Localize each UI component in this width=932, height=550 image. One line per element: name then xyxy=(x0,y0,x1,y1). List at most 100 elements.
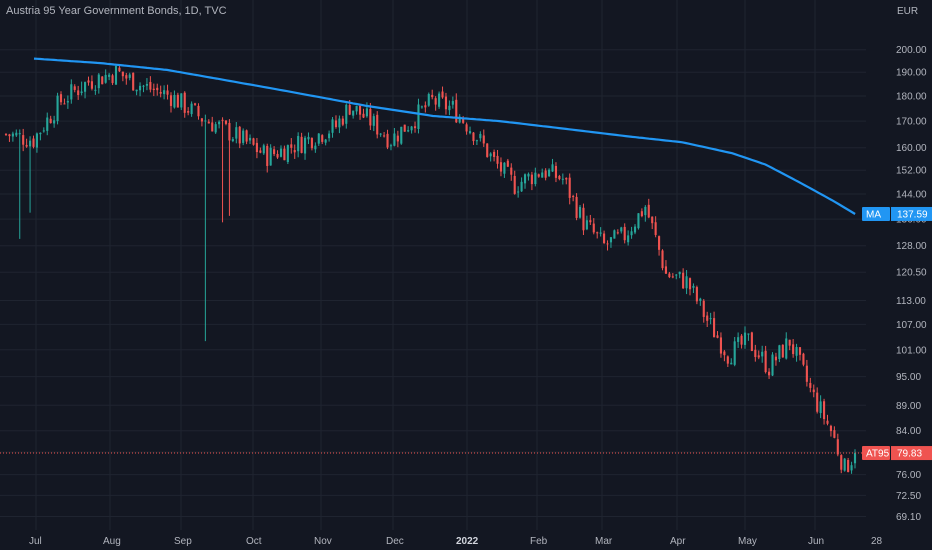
candle-body xyxy=(455,99,458,123)
candle-body xyxy=(788,339,791,346)
candle-body xyxy=(166,90,169,95)
candle-body xyxy=(410,126,413,131)
candle-body xyxy=(448,105,451,111)
candle-body xyxy=(757,355,760,358)
candle-body xyxy=(716,335,719,338)
candle-body xyxy=(558,175,561,180)
candle-body xyxy=(444,96,448,110)
candle-body xyxy=(699,298,702,301)
candle-body xyxy=(83,82,87,92)
candle-body xyxy=(733,341,736,365)
candle-body xyxy=(424,105,427,108)
candle-body xyxy=(276,153,279,158)
candle-body xyxy=(551,164,554,172)
candle-body xyxy=(743,332,747,345)
candle-body xyxy=(108,74,111,77)
candle-body xyxy=(541,172,544,178)
y-tick-label: 107.00 xyxy=(896,320,927,331)
candle-body xyxy=(468,131,472,134)
candle-body xyxy=(334,120,338,128)
candle-body xyxy=(458,116,461,123)
candle-body xyxy=(200,118,203,122)
candle-body xyxy=(575,196,578,218)
candle-body xyxy=(193,103,197,105)
candle-body xyxy=(231,139,234,142)
candle-body xyxy=(438,93,441,107)
candle-body xyxy=(647,204,650,218)
candle-body xyxy=(183,92,186,113)
y-tick-label: 200.00 xyxy=(896,45,927,56)
candle-body xyxy=(792,344,795,355)
candle-body xyxy=(747,333,750,335)
candle-body xyxy=(572,196,575,198)
candle-body xyxy=(324,139,327,143)
candle-body xyxy=(396,135,399,142)
candle-body xyxy=(341,118,344,125)
x-tick-label: Jul xyxy=(29,536,42,547)
candle-body xyxy=(740,335,743,345)
candle-body xyxy=(582,207,585,231)
candle-body xyxy=(523,174,527,184)
candle-body xyxy=(633,226,637,233)
candle-body xyxy=(568,177,571,198)
candle-body xyxy=(565,177,568,180)
candle-body xyxy=(159,92,162,94)
candle-body xyxy=(197,105,200,117)
candle-body xyxy=(66,101,69,103)
time-axis[interactable]: Jul Aug Sep Oct Nov Dec 2022 Feb Mar Apr May Jun 28 xyxy=(29,536,883,547)
candle-body xyxy=(15,132,18,136)
price-tags: MA 137.59 AT95 79.83 xyxy=(862,206,932,461)
candle-body xyxy=(510,167,513,175)
candle-body xyxy=(238,126,241,144)
candle-body xyxy=(310,138,313,149)
candle-body xyxy=(554,165,558,178)
candle-body xyxy=(70,84,73,100)
candle-body xyxy=(8,134,11,137)
candle-body xyxy=(59,94,63,103)
candle-body xyxy=(25,144,28,147)
candle-body xyxy=(228,122,231,141)
candle-body xyxy=(293,150,296,153)
ma-tag-label-box xyxy=(862,206,890,221)
y-tick-label: 69.10 xyxy=(896,512,921,523)
candle-body xyxy=(578,206,582,218)
candle-body xyxy=(644,206,647,216)
last-price-tag-value: 79.83 xyxy=(897,449,922,460)
currency-label: EUR xyxy=(897,6,918,17)
candle-body xyxy=(829,425,833,432)
candle-body xyxy=(283,148,286,161)
candle-body xyxy=(781,344,784,358)
candle-body xyxy=(383,135,386,137)
candle-body xyxy=(39,132,42,135)
candle-body xyxy=(836,439,839,455)
candle-body xyxy=(661,250,664,269)
candle-body xyxy=(668,273,671,278)
candle-body xyxy=(774,356,778,361)
y-tick-label: 84.00 xyxy=(896,426,921,437)
candle-body xyxy=(843,458,846,471)
candle-body xyxy=(637,213,640,229)
candle-body xyxy=(695,287,698,302)
candle-body xyxy=(345,104,348,124)
candle-body xyxy=(53,120,56,124)
candle-body xyxy=(407,130,410,132)
candle-body xyxy=(63,103,66,105)
candles xyxy=(4,64,857,474)
x-tick-label: Nov xyxy=(314,536,332,547)
candle-body xyxy=(530,174,533,185)
candle-body xyxy=(671,276,674,278)
candle-body xyxy=(307,136,310,140)
candle-body xyxy=(338,118,341,128)
candle-body xyxy=(482,135,485,144)
last-price-tag-label-box xyxy=(862,446,890,461)
candle-body xyxy=(224,120,228,124)
candle-body xyxy=(221,119,224,121)
candle-body xyxy=(32,138,35,147)
candle-body xyxy=(431,94,434,98)
y-tick-label: 152.00 xyxy=(896,166,927,177)
candle-body xyxy=(493,151,496,157)
candle-body xyxy=(73,86,76,90)
candle-body xyxy=(850,465,853,471)
